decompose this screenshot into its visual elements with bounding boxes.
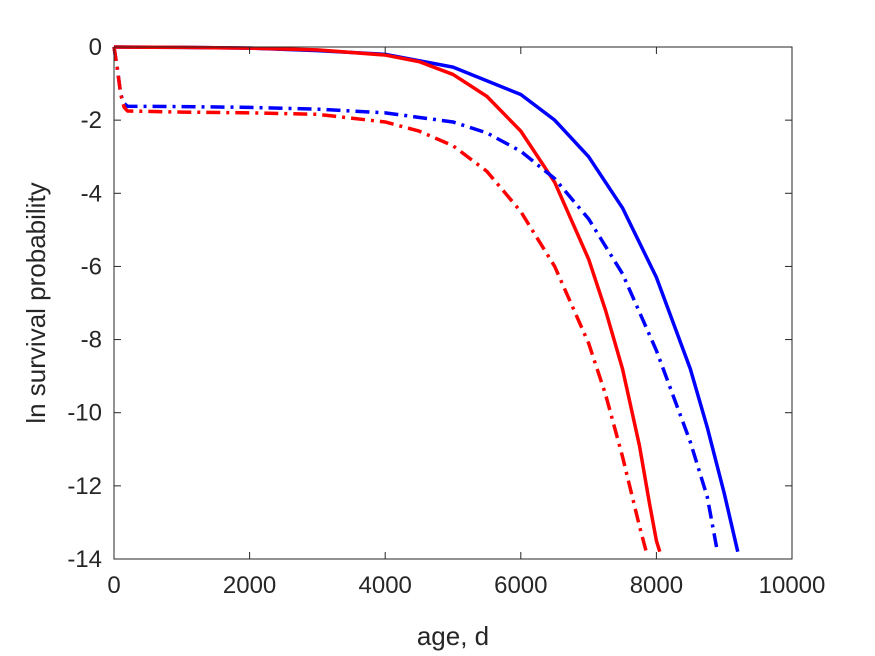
x-tick-label: 6000	[494, 572, 547, 599]
y-tick-label: -12	[67, 473, 102, 500]
x-tick-label: 4000	[359, 572, 412, 599]
y-tick-label: -10	[67, 400, 102, 427]
y-tick-label: -14	[67, 546, 102, 573]
x-tick-label: 0	[107, 572, 120, 599]
series-line-3	[112, 46, 720, 553]
y-axis-label: ln survival probability	[21, 182, 51, 423]
series-line-4	[112, 46, 648, 553]
y-tick-label: -2	[81, 107, 102, 134]
series-layer	[112, 45, 740, 553]
plot-area	[114, 47, 792, 559]
x-tick-label: 2000	[223, 572, 276, 599]
y-tick-label: -4	[81, 180, 102, 207]
x-axis-label: age, d	[417, 621, 489, 651]
axes-layer: 0 2000 4000 6000 8000 10000 0 -2 -4 -6 -8 -10 -12 -14	[67, 34, 825, 599]
y-tick-label: -6	[81, 253, 102, 280]
y-tick-label: -8	[81, 327, 102, 354]
plot-background	[114, 47, 792, 559]
y-tick-label: 0	[89, 34, 102, 61]
x-tick-label: 8000	[630, 572, 683, 599]
x-tick-label: 10000	[759, 572, 826, 599]
series-line-2	[113, 45, 662, 553]
axes-box	[113, 46, 793, 560]
